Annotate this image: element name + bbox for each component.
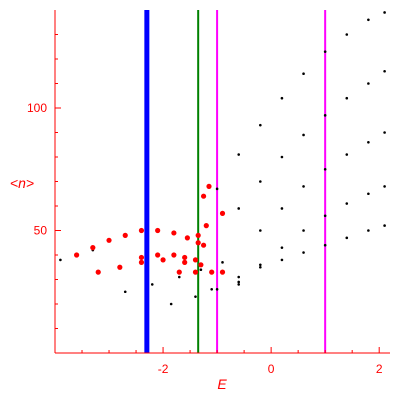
red-point xyxy=(219,269,226,275)
red-point xyxy=(138,254,145,261)
red-point xyxy=(209,269,215,275)
data-points xyxy=(59,11,386,306)
black-point xyxy=(302,185,305,188)
red-point xyxy=(192,269,199,275)
black-point xyxy=(323,214,327,218)
black-point xyxy=(280,96,284,100)
red-point xyxy=(195,232,201,238)
red-point xyxy=(200,242,207,248)
red-point xyxy=(195,240,201,246)
black-point xyxy=(237,275,241,279)
red-point xyxy=(155,252,161,258)
black-point xyxy=(345,33,349,36)
black-point xyxy=(215,187,219,191)
black-point xyxy=(323,243,327,247)
black-point xyxy=(59,258,62,262)
red-point xyxy=(160,257,166,263)
black-point xyxy=(194,295,197,298)
axes: 50 100 -2 0 2 xyxy=(27,10,390,376)
black-point xyxy=(221,261,224,264)
black-point xyxy=(259,263,262,267)
y-tick-label: 50 xyxy=(34,224,48,238)
red-point xyxy=(171,230,177,236)
black-point xyxy=(383,131,386,134)
black-point xyxy=(345,153,349,156)
black-point xyxy=(237,283,241,286)
black-point xyxy=(199,268,203,272)
black-point xyxy=(302,229,305,232)
black-point xyxy=(280,155,284,159)
red-point xyxy=(182,254,188,261)
black-point xyxy=(169,302,173,306)
red-point xyxy=(117,264,123,270)
y-axis-label: <n> xyxy=(10,175,34,191)
red-point xyxy=(200,193,207,199)
black-point xyxy=(383,11,386,14)
black-point xyxy=(345,202,349,205)
black-point xyxy=(345,236,349,240)
y-tick-label: 100 xyxy=(27,101,47,115)
x-tick-label: 0 xyxy=(268,362,275,376)
black-point xyxy=(259,180,262,183)
black-point xyxy=(150,283,154,286)
red-point xyxy=(206,183,212,189)
black-point xyxy=(259,229,262,232)
black-point xyxy=(280,246,284,249)
red-point xyxy=(138,259,145,265)
black-point xyxy=(302,72,305,75)
black-point xyxy=(302,133,305,137)
black-point xyxy=(383,185,386,188)
black-point xyxy=(237,153,241,156)
black-point xyxy=(302,251,305,254)
black-point xyxy=(123,290,127,294)
black-point xyxy=(323,50,327,53)
black-point xyxy=(367,141,370,144)
black-point xyxy=(323,167,327,171)
black-point xyxy=(215,288,219,291)
black-point xyxy=(280,258,284,262)
vertical-lines xyxy=(144,10,327,353)
red-point xyxy=(95,269,101,275)
red-point xyxy=(182,259,188,265)
black-point xyxy=(383,69,386,73)
x-axis-label: E xyxy=(217,376,227,392)
black-point xyxy=(259,265,262,269)
black-point xyxy=(237,207,241,210)
red-point xyxy=(184,235,190,241)
red-point xyxy=(106,237,112,243)
red-point xyxy=(122,232,128,238)
black-point xyxy=(237,280,241,284)
red-point xyxy=(138,227,145,234)
black-point xyxy=(210,288,213,291)
black-point xyxy=(367,192,370,196)
black-point xyxy=(177,275,181,279)
red-point xyxy=(219,210,226,216)
black-point xyxy=(367,18,370,22)
black-point xyxy=(259,123,262,127)
red-point xyxy=(155,227,161,234)
red-point xyxy=(198,262,204,268)
red-point xyxy=(203,223,209,229)
black-point xyxy=(345,96,349,100)
red-point xyxy=(192,257,199,263)
red-point xyxy=(74,252,80,258)
black-point xyxy=(367,82,370,85)
black-point xyxy=(323,114,327,117)
red-point xyxy=(176,269,182,275)
black-point xyxy=(383,224,386,227)
black-point xyxy=(367,229,370,232)
red-point xyxy=(171,252,177,258)
x-tick-label: 2 xyxy=(376,362,383,376)
black-point xyxy=(280,207,284,210)
red-point xyxy=(90,245,96,251)
x-tick-label: -2 xyxy=(158,362,169,376)
